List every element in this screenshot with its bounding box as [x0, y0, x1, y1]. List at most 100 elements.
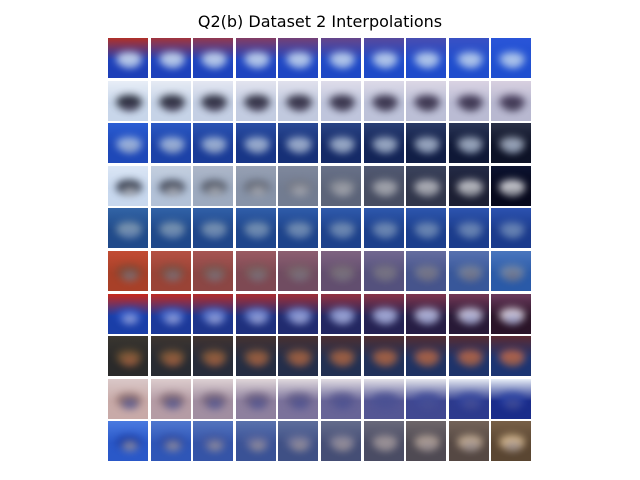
interpolation-tile — [406, 208, 447, 249]
interpolation-tile — [491, 38, 532, 78]
interpolation-tile — [235, 336, 276, 377]
interpolation-tile — [193, 378, 234, 419]
interpolation-tile — [278, 38, 319, 78]
interpolation-tile — [363, 38, 404, 78]
interpolation-tile — [278, 378, 319, 419]
interpolation-tile — [406, 421, 447, 462]
interpolation-tile — [406, 80, 447, 121]
interpolation-tile — [235, 165, 276, 206]
interpolation-tile — [108, 336, 148, 377]
interpolation-tile — [406, 378, 447, 419]
interpolation-tile — [108, 80, 148, 121]
interpolation-tile — [150, 421, 191, 462]
interpolation-tile — [150, 80, 191, 121]
interpolation-tile — [321, 251, 361, 291]
interpolation-tile — [193, 251, 234, 291]
interpolation-tile — [491, 378, 532, 419]
interpolation-tile — [193, 165, 234, 206]
interpolation-tile — [108, 208, 148, 249]
interpolation-tile — [491, 123, 532, 164]
interpolation-tile — [406, 336, 447, 377]
interpolation-tile — [448, 208, 489, 249]
interpolation-tile — [406, 293, 447, 334]
interpolation-tile — [193, 123, 234, 164]
interpolation-tile — [278, 208, 319, 249]
interpolation-tile — [150, 123, 191, 164]
interpolation-tile — [491, 208, 532, 249]
interpolation-tile — [448, 293, 489, 334]
interpolation-tile — [363, 165, 404, 206]
interpolation-tile — [321, 378, 361, 419]
interpolation-tile — [321, 80, 361, 121]
interpolation-tile — [193, 80, 234, 121]
interpolation-tile — [321, 123, 361, 164]
interpolation-tile — [108, 421, 148, 462]
interpolation-tile — [491, 165, 532, 206]
interpolation-tile — [193, 38, 234, 78]
interpolation-tile — [491, 293, 532, 334]
interpolation-grid — [108, 38, 534, 464]
interpolation-tile — [448, 80, 489, 121]
interpolation-tile — [150, 378, 191, 419]
interpolation-tile — [363, 123, 404, 164]
interpolation-tile — [406, 123, 447, 164]
interpolation-tile — [406, 165, 447, 206]
interpolation-tile — [235, 208, 276, 249]
interpolation-tile — [448, 336, 489, 377]
interpolation-tile — [491, 421, 532, 462]
interpolation-tile — [278, 421, 319, 462]
interpolation-tile — [193, 336, 234, 377]
interpolation-tile — [235, 293, 276, 334]
interpolation-tile — [150, 251, 191, 291]
interpolation-tile — [150, 208, 191, 249]
interpolation-tile — [193, 293, 234, 334]
interpolation-tile — [108, 38, 148, 78]
interpolation-tile — [108, 293, 148, 334]
interpolation-tile — [278, 165, 319, 206]
interpolation-tile — [406, 38, 447, 78]
interpolation-tile — [363, 208, 404, 249]
interpolation-tile — [448, 165, 489, 206]
interpolation-tile — [235, 38, 276, 78]
interpolation-tile — [448, 421, 489, 462]
interpolation-tile — [193, 208, 234, 249]
interpolation-tile — [321, 421, 361, 462]
interpolation-tile — [448, 38, 489, 78]
interpolation-tile — [235, 421, 276, 462]
interpolation-tile — [321, 38, 361, 78]
interpolation-tile — [150, 336, 191, 377]
interpolation-tile — [108, 251, 148, 291]
interpolation-tile — [235, 251, 276, 291]
interpolation-tile — [448, 251, 489, 291]
interpolation-tile — [363, 421, 404, 462]
interpolation-tile — [448, 123, 489, 164]
interpolation-tile — [278, 251, 319, 291]
interpolation-tile — [108, 123, 148, 164]
interpolation-tile — [108, 165, 148, 206]
interpolation-tile — [278, 123, 319, 164]
interpolation-tile — [278, 293, 319, 334]
interpolation-tile — [321, 336, 361, 377]
interpolation-tile — [363, 80, 404, 121]
interpolation-tile — [235, 123, 276, 164]
interpolation-tile — [108, 378, 148, 419]
interpolation-tile — [321, 208, 361, 249]
interpolation-tile — [235, 378, 276, 419]
interpolation-tile — [278, 80, 319, 121]
interpolation-tile — [150, 165, 191, 206]
interpolation-tile — [321, 293, 361, 334]
interpolation-tile — [448, 378, 489, 419]
interpolation-tile — [363, 336, 404, 377]
interpolation-tile — [193, 421, 234, 462]
interpolation-tile — [491, 251, 532, 291]
interpolation-tile — [150, 38, 191, 78]
interpolation-tile — [491, 336, 532, 377]
interpolation-tile — [363, 251, 404, 291]
interpolation-tile — [321, 165, 361, 206]
interpolation-tile — [406, 251, 447, 291]
interpolation-tile — [235, 80, 276, 121]
interpolation-tile — [278, 336, 319, 377]
interpolation-tile — [363, 293, 404, 334]
interpolation-tile — [150, 293, 191, 334]
